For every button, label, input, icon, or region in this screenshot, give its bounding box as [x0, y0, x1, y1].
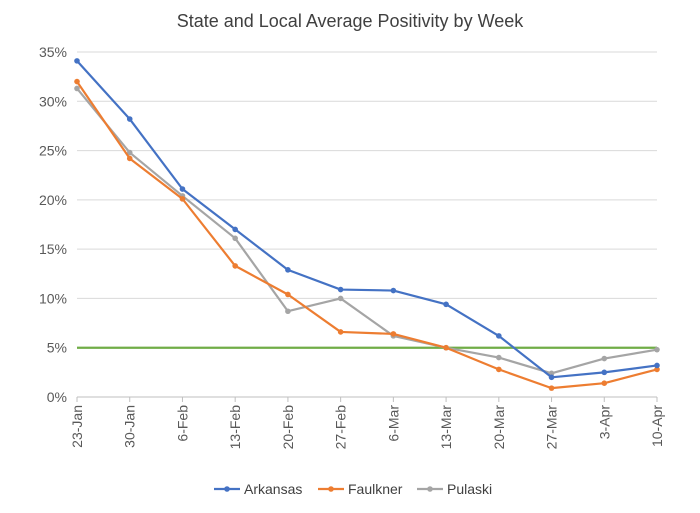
data-point [390, 287, 397, 294]
data-point [285, 267, 291, 273]
data-point [496, 354, 502, 361]
data-point [126, 149, 133, 156]
data-point [601, 355, 608, 362]
data-point [654, 366, 660, 373]
data-point [285, 308, 291, 315]
y-tick-label: 15% [39, 241, 67, 257]
series-line [76, 80, 658, 390]
legend-marker [427, 486, 433, 492]
data-point [74, 78, 80, 85]
data-point [654, 346, 660, 353]
x-tick-label: 20-Mar [491, 405, 507, 450]
x-tick-label: 20-Feb [280, 405, 296, 450]
data-point [74, 85, 80, 92]
data-point [74, 58, 80, 64]
series-faulkner [74, 78, 660, 391]
legend-marker [224, 486, 230, 492]
data-point [337, 295, 344, 302]
x-tick-label: 13-Mar [438, 405, 454, 450]
y-tick-label: 30% [39, 93, 67, 109]
data-point [179, 186, 186, 192]
axes: 0% 5% 10% 15% 20% 25% 30% 35% 23-Jan 30-Jan 6-Feb 1… [39, 44, 665, 449]
y-tick-label: 0% [47, 389, 67, 405]
legend-label: Arkansas [244, 481, 302, 497]
data-point [126, 155, 133, 162]
y-tick-label: 25% [39, 143, 67, 159]
y-tick-label: 35% [39, 44, 67, 60]
x-tick-label: 6-Feb [174, 405, 190, 442]
series-line [76, 60, 658, 379]
data-point [179, 196, 186, 202]
x-tick-label: 10-Apr [649, 405, 665, 447]
series-arkansas [74, 58, 660, 381]
data-point [654, 362, 660, 369]
data-point [496, 333, 502, 339]
data-point [548, 385, 555, 391]
legend-label: Pulaski [447, 481, 492, 497]
data-point [548, 374, 555, 381]
data-point [443, 301, 449, 308]
gridlines [77, 51, 657, 349]
data-point [232, 226, 238, 233]
x-tick-label: 27-Feb [333, 405, 349, 450]
data-point [232, 235, 238, 242]
data-point [337, 329, 344, 335]
legend-item-pulaski: Pulaski [417, 481, 492, 497]
data-point [390, 331, 397, 337]
y-tick-label: 20% [39, 192, 67, 208]
x-tick-label: 23-Jan [69, 405, 85, 448]
x-tick-label: 27-Mar [544, 405, 560, 450]
series-line [76, 87, 658, 375]
x-tick-label: 6-Mar [385, 405, 401, 442]
legend-label: Faulkner [348, 481, 403, 497]
y-tick-label: 5% [47, 340, 67, 356]
legend-item-arkansas: Arkansas [214, 481, 302, 497]
legend-marker [328, 486, 334, 492]
data-point [601, 369, 608, 376]
chart-title: State and Local Average Positivity by We… [177, 11, 525, 31]
legend: Arkansas Faulkner Pulaski [214, 481, 492, 497]
data-point [232, 263, 238, 269]
data-point [548, 370, 555, 377]
data-point [285, 291, 291, 298]
data-point [126, 116, 133, 122]
x-tick-label: 3-Apr [596, 405, 612, 440]
data-point [496, 366, 502, 373]
x-tick-label: 30-Jan [122, 405, 138, 448]
data-point [601, 380, 608, 387]
data-point [443, 344, 449, 351]
y-tick-label: 10% [39, 290, 67, 306]
x-tick-label: 13-Feb [227, 405, 243, 450]
data-point [337, 286, 344, 293]
series-group [74, 58, 660, 391]
series-pulaski [74, 85, 660, 377]
legend-item-faulkner: Faulkner [318, 481, 403, 497]
